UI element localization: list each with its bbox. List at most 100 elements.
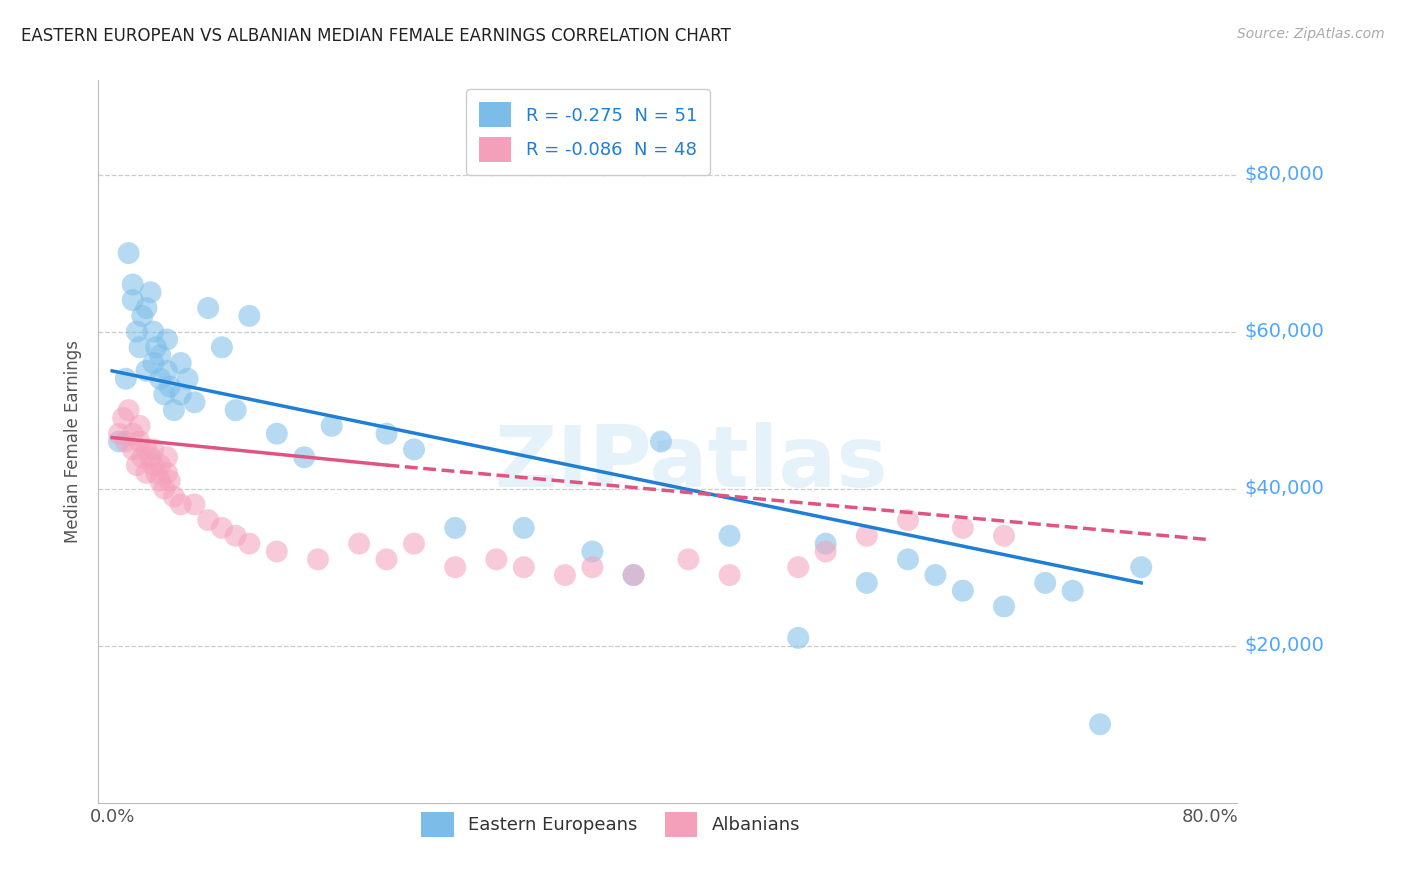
Point [183, 497, 205, 511]
Point [145, 340, 167, 354]
Point [197, 301, 219, 315]
Point [142, 325, 165, 339]
Text: $20,000: $20,000 [1244, 636, 1324, 656]
Point [142, 442, 165, 457]
Point [554, 568, 576, 582]
Point [814, 544, 837, 558]
Point [156, 466, 179, 480]
Point [128, 418, 150, 433]
Point [678, 552, 700, 566]
Point [402, 536, 425, 550]
Text: $80,000: $80,000 [1244, 165, 1324, 184]
Point [170, 497, 193, 511]
Point [581, 560, 603, 574]
Point [924, 568, 946, 582]
Point [176, 372, 198, 386]
Point [321, 418, 343, 433]
Point [718, 529, 741, 543]
Point [1062, 583, 1084, 598]
Point [117, 246, 139, 260]
Point [125, 458, 148, 472]
Point [623, 568, 645, 582]
Point [718, 568, 741, 582]
Point [993, 529, 1015, 543]
Point [1033, 575, 1056, 590]
Point [131, 309, 153, 323]
Point [292, 450, 315, 465]
Point [211, 340, 233, 354]
Point [142, 458, 165, 472]
Point [952, 521, 974, 535]
Point [1130, 560, 1153, 574]
Legend: Eastern Europeans, Albanians: Eastern Europeans, Albanians [415, 805, 807, 845]
Point [856, 575, 879, 590]
Point [513, 521, 536, 535]
Point [787, 560, 810, 574]
Text: $40,000: $40,000 [1244, 479, 1324, 498]
Point [121, 426, 143, 441]
Point [897, 552, 920, 566]
Point [581, 544, 603, 558]
Y-axis label: Median Female Earnings: Median Female Earnings [65, 340, 83, 543]
Point [153, 482, 176, 496]
Point [131, 450, 153, 465]
Point [145, 466, 167, 480]
Point [135, 364, 157, 378]
Point [856, 529, 879, 543]
Point [444, 560, 467, 574]
Point [623, 568, 645, 582]
Point [115, 434, 138, 449]
Point [156, 364, 179, 378]
Point [159, 379, 181, 393]
Point [135, 301, 157, 315]
Point [139, 285, 162, 300]
Point [170, 387, 193, 401]
Point [787, 631, 810, 645]
Point [163, 490, 186, 504]
Point [156, 450, 179, 465]
Point [402, 442, 425, 457]
Point [347, 536, 370, 550]
Point [112, 411, 135, 425]
Point [307, 552, 329, 566]
Point [125, 325, 148, 339]
Point [183, 395, 205, 409]
Point [128, 340, 150, 354]
Text: Source: ZipAtlas.com: Source: ZipAtlas.com [1237, 27, 1385, 41]
Point [444, 521, 467, 535]
Point [375, 552, 398, 566]
Point [163, 403, 186, 417]
Point [952, 583, 974, 598]
Point [238, 309, 260, 323]
Point [814, 536, 837, 550]
Point [225, 403, 247, 417]
Point [128, 434, 150, 449]
Point [135, 442, 157, 457]
Point [159, 474, 181, 488]
Point [225, 529, 247, 543]
Point [153, 387, 176, 401]
Point [149, 458, 172, 472]
Point [238, 536, 260, 550]
Point [211, 521, 233, 535]
Point [266, 426, 288, 441]
Point [135, 466, 157, 480]
Point [149, 348, 172, 362]
Point [513, 560, 536, 574]
Point [121, 442, 143, 457]
Point [197, 513, 219, 527]
Point [375, 426, 398, 441]
Point [117, 403, 139, 417]
Point [156, 333, 179, 347]
Point [139, 450, 162, 465]
Text: ZIPatlas: ZIPatlas [494, 422, 887, 505]
Point [108, 426, 131, 441]
Point [149, 372, 172, 386]
Point [170, 356, 193, 370]
Point [115, 372, 138, 386]
Point [266, 544, 288, 558]
Point [650, 434, 672, 449]
Point [121, 277, 143, 292]
Point [993, 599, 1015, 614]
Point [149, 474, 172, 488]
